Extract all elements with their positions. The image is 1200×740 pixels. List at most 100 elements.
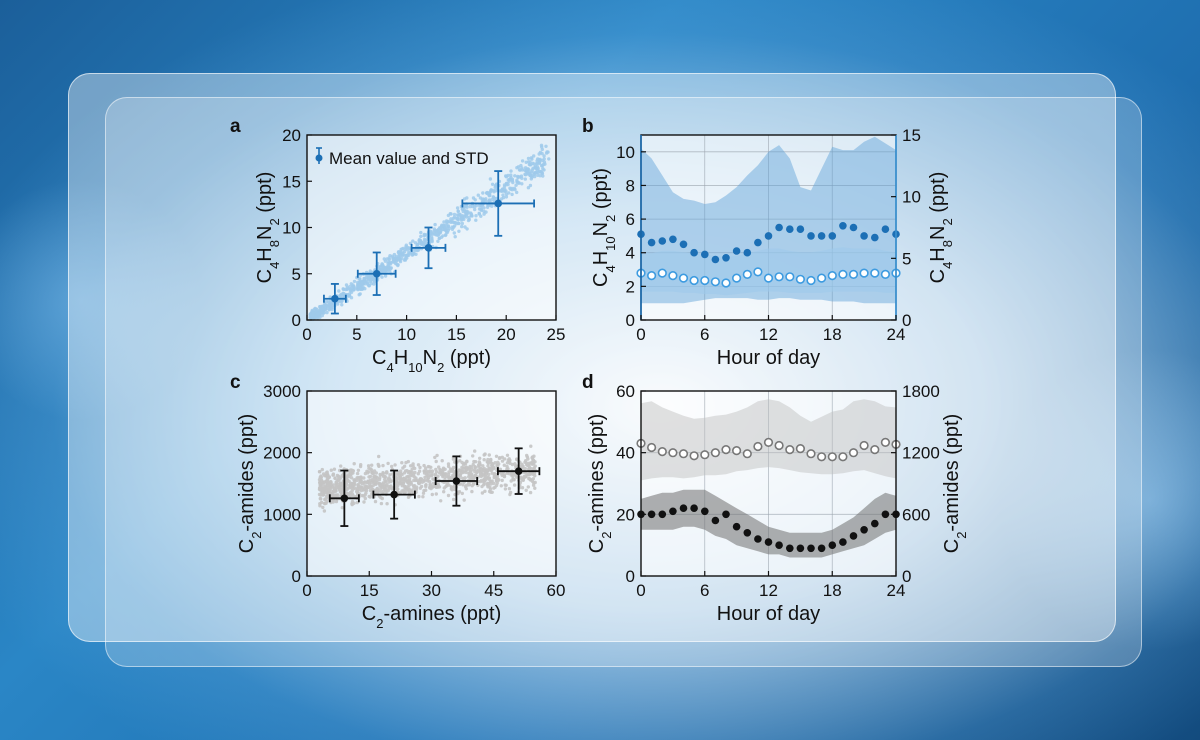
scatter-point [510, 192, 514, 197]
scatter-point [407, 246, 411, 250]
point-c4h8n2 [689, 275, 699, 286]
scatter-point [386, 461, 390, 466]
scatter-point [344, 486, 349, 490]
scatter-point [415, 242, 420, 246]
scatter-point [513, 174, 517, 178]
scatter-point [388, 473, 392, 477]
scatter-point [348, 284, 352, 289]
scatter-point [325, 494, 329, 499]
scatter-point [318, 496, 322, 501]
scatter-point [482, 458, 486, 462]
point-c4h10n2 [764, 232, 773, 240]
scatter-point [415, 248, 420, 253]
point-c4h10n2 [647, 238, 656, 247]
scatter-point [471, 462, 475, 467]
panel-c-ytick-label: 1000 [263, 505, 301, 524]
point-c2-amines [786, 544, 794, 553]
scatter-point [311, 311, 316, 315]
scatter-point [404, 246, 409, 251]
scatter-point [348, 481, 353, 485]
scatter-point [362, 277, 366, 281]
scatter-point [529, 174, 533, 178]
scatter-point [363, 287, 367, 291]
scatter-point [360, 493, 364, 498]
panel-b-ytick-label: 0 [626, 311, 635, 330]
scatter-point [503, 483, 507, 487]
scatter-point [405, 256, 409, 260]
panel-d-ytick-right-label: 1200 [902, 444, 940, 463]
scatter-point [536, 166, 540, 171]
scatter-point [533, 486, 537, 490]
point-c4h10n2 [839, 222, 847, 230]
scatter-point [540, 151, 544, 156]
scatter-point [340, 299, 344, 303]
scatter-point [400, 256, 404, 260]
point-c2-amides [870, 445, 880, 455]
scatter-point [367, 485, 372, 490]
scatter-point [352, 480, 357, 484]
point-c4h10n2 [786, 225, 794, 233]
scatter-point [421, 491, 426, 495]
scatter-point [431, 477, 435, 481]
point-c2-amides [785, 445, 795, 455]
scatter-point [470, 468, 474, 472]
scatter-point [317, 470, 322, 474]
scatter-point [369, 275, 373, 279]
scatter-point [342, 292, 346, 296]
scatter-point [356, 284, 361, 289]
scatter-point [418, 239, 422, 243]
scatter-point [454, 216, 459, 221]
point-c4h8n2 [859, 268, 869, 278]
scatter-point [331, 472, 336, 476]
scatter-point [359, 463, 363, 467]
scatter-point [337, 475, 341, 480]
scatter-point [544, 144, 548, 148]
scatter-point [325, 499, 329, 504]
scatter-point [457, 468, 462, 472]
scatter-point [431, 232, 435, 236]
panel-b-ytick-label: 10 [616, 143, 635, 162]
scatter-point [505, 181, 509, 186]
scatter-point [425, 479, 430, 483]
band-c2-amines [641, 489, 896, 558]
scatter-point [464, 483, 468, 488]
panel-a-xlabel: C4H10N2 (ppt) [372, 347, 491, 375]
point-c2-amides [710, 448, 721, 458]
scatter-point [485, 468, 489, 472]
scatter-point [406, 479, 410, 483]
scatter-point [368, 495, 372, 499]
scatter-point [481, 464, 485, 468]
scatter-point [508, 177, 512, 181]
scatter-point [433, 455, 437, 460]
point-c2-amides [753, 441, 763, 452]
point-c4h10n2 [807, 232, 815, 240]
panel-d-ytick-right-label: 1800 [902, 382, 940, 401]
scatter-point [381, 265, 385, 270]
scatter-point [480, 484, 484, 489]
scatter-point [508, 490, 513, 495]
scatter-point [381, 463, 385, 468]
scatter-point [318, 305, 322, 309]
point-c2-amides [700, 450, 710, 460]
scatter-point [422, 488, 426, 493]
panel-c-ytick-label: 0 [292, 567, 301, 586]
scatter-point [324, 471, 329, 475]
scatter-point [512, 473, 516, 477]
point-c2-amides [795, 444, 806, 454]
glass-panel-front [68, 73, 1116, 642]
scatter-point [456, 209, 460, 213]
scatter-point [362, 476, 366, 480]
scatter-point [332, 486, 336, 490]
scatter-point [449, 487, 453, 491]
scatter-point [529, 444, 533, 448]
scatter-point [380, 275, 384, 279]
scatter-point [500, 455, 504, 459]
scatter-point [532, 471, 537, 475]
scatter-point [483, 489, 487, 493]
scatter-point [439, 472, 444, 477]
scatter-point [349, 282, 353, 286]
scatter-point [405, 253, 410, 257]
scatter-point [545, 150, 549, 154]
